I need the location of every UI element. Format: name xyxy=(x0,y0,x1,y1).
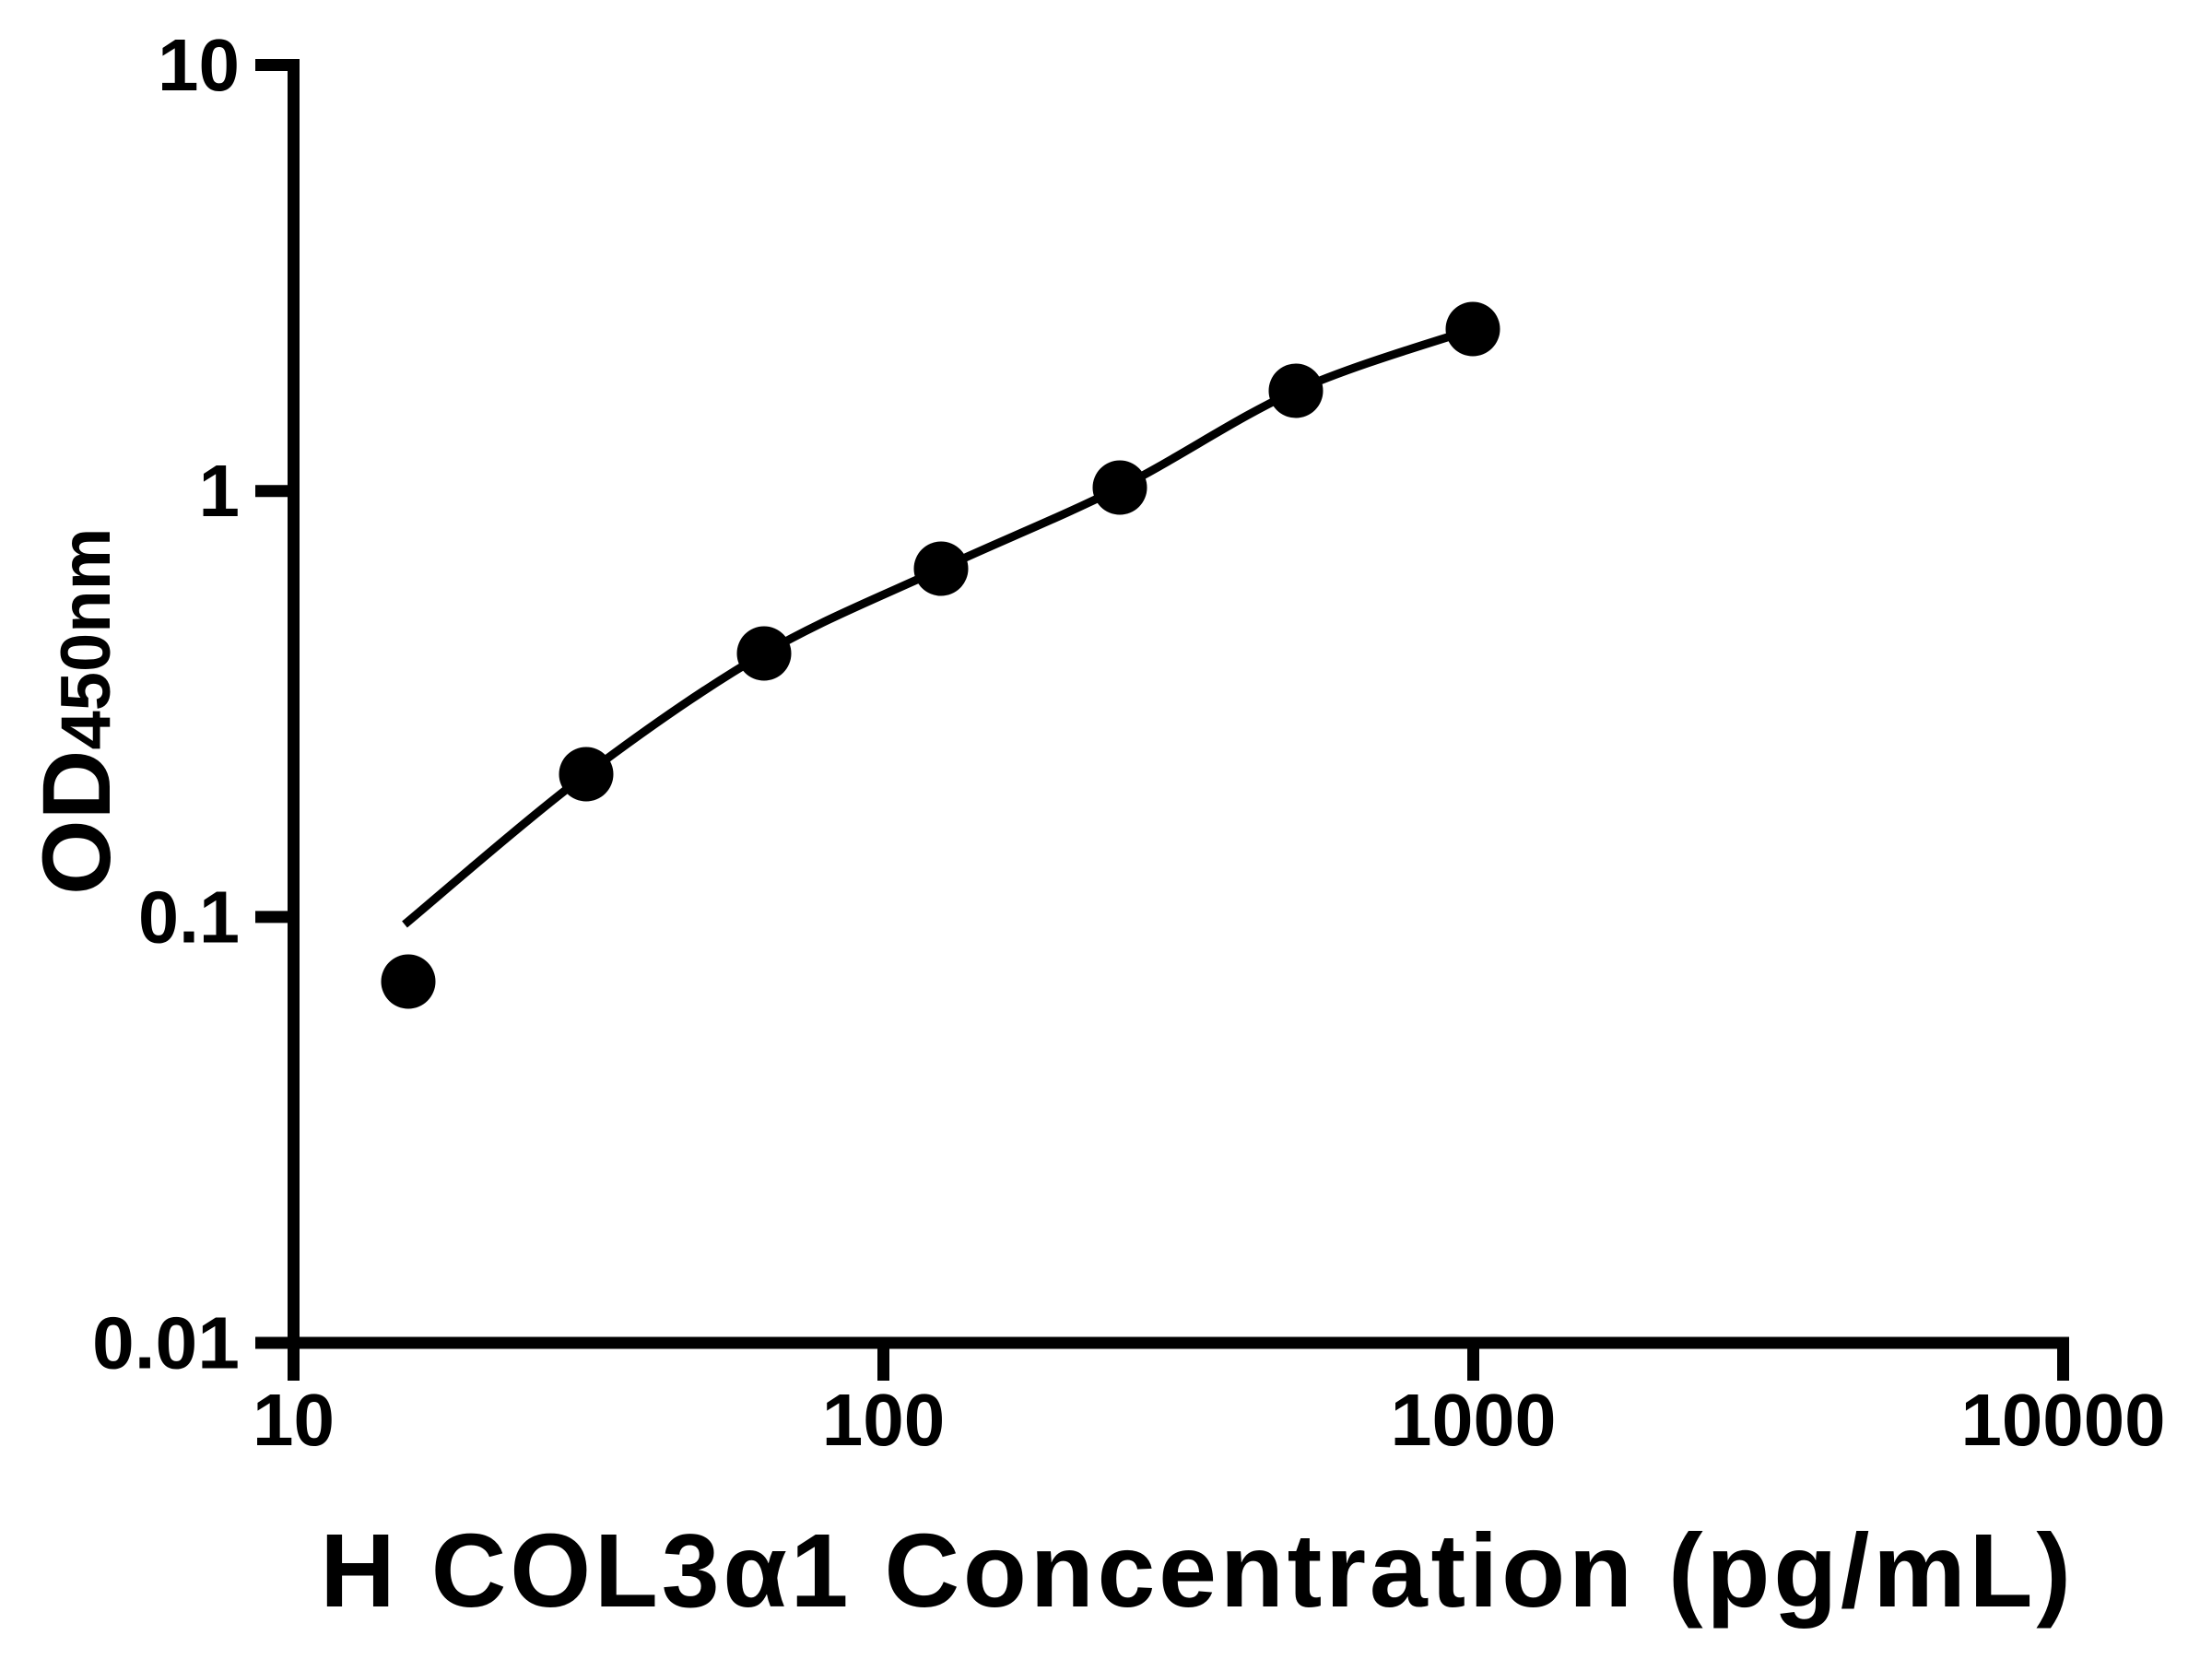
svg-text:100: 100 xyxy=(822,1379,945,1461)
svg-text:0.1: 0.1 xyxy=(138,876,240,958)
svg-text:H COL3α1 Concentration (pg/mL): H COL3α1 Concentration (pg/mL) xyxy=(320,1512,2075,1629)
svg-text:1: 1 xyxy=(199,450,241,532)
svg-text:1000: 1000 xyxy=(1391,1379,1557,1461)
svg-text:10000: 10000 xyxy=(1961,1379,2166,1461)
svg-text:10: 10 xyxy=(253,1379,335,1461)
svg-text:10: 10 xyxy=(158,24,240,106)
svg-text:0.01: 0.01 xyxy=(92,1302,240,1384)
